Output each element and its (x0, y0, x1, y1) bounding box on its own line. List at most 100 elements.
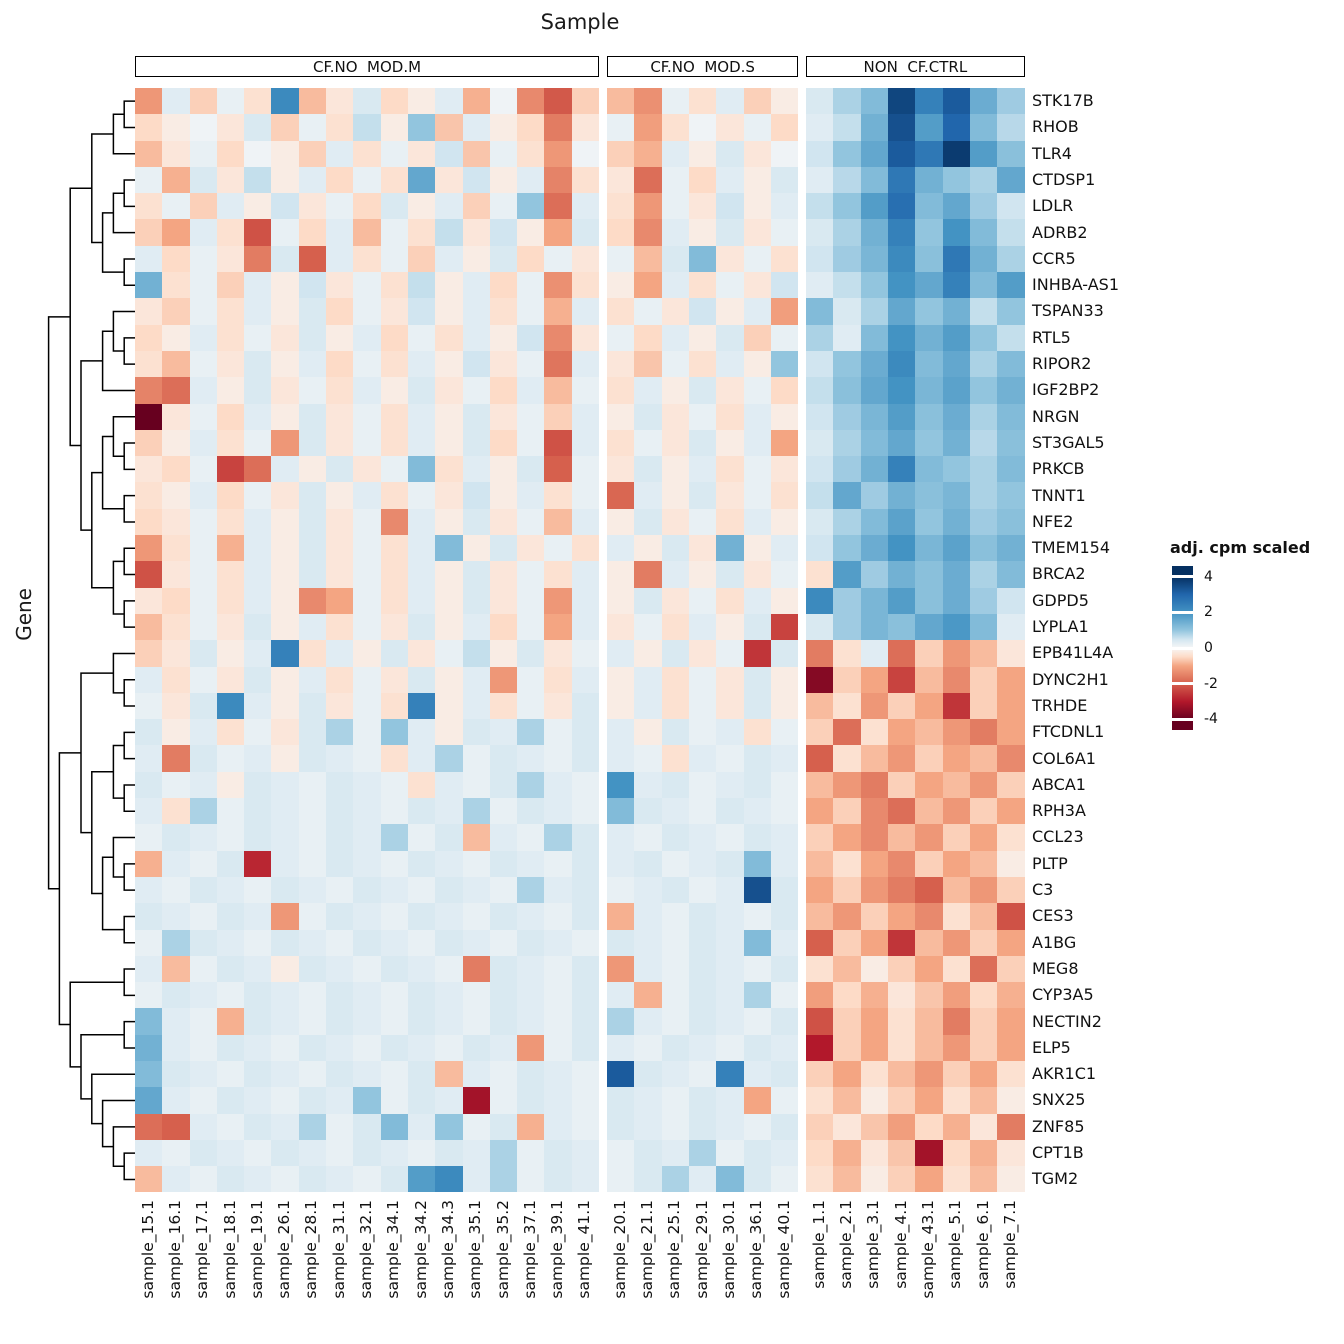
heatmap-cell (688, 613, 717, 641)
heatmap-cell (544, 1060, 572, 1088)
heatmap-cell (353, 429, 381, 457)
heatmap-cell (770, 1139, 799, 1167)
heatmap-cell (353, 193, 381, 220)
heatmap-cell (407, 824, 436, 851)
heatmap-cell (544, 114, 572, 141)
heatmap-cell (915, 324, 943, 351)
heatmap-cell (135, 876, 163, 904)
heatmap-cell (661, 666, 689, 693)
heatmap-cell (915, 1034, 943, 1061)
heatmap-cell (353, 798, 381, 825)
heatmap-cell (888, 1166, 916, 1193)
heatmap-cell (489, 140, 518, 167)
heatmap-cell (661, 350, 689, 378)
heatmap-cell (571, 850, 600, 877)
heatmap-cell (743, 1008, 771, 1035)
heatmap-cell (135, 850, 163, 877)
heatmap-cell (462, 456, 490, 483)
heatmap-panel (806, 88, 1025, 1193)
heatmap-cell (189, 745, 217, 772)
heatmap-cell (942, 114, 970, 141)
heatmap-cell (544, 88, 572, 115)
heatmap-cell (298, 272, 327, 299)
heatmap-cell (833, 219, 861, 246)
heatmap-cell (634, 561, 662, 588)
heatmap-cell (607, 1034, 635, 1061)
heatmap-cell (544, 1139, 572, 1167)
heatmap-cell (607, 798, 635, 825)
heatmap-cell (162, 508, 190, 536)
heatmap-cell (634, 377, 662, 404)
heatmap-cell (833, 1034, 861, 1061)
row-label: TGM2 (1032, 1169, 1079, 1189)
heatmap-cell (688, 824, 717, 851)
heatmap-cell (489, 1060, 518, 1088)
heatmap-cell (135, 1087, 163, 1114)
heatmap-cell (716, 324, 744, 351)
heatmap-cell (607, 482, 635, 509)
heatmap-cell (326, 876, 354, 904)
heatmap-cell (860, 771, 889, 799)
heatmap-cell (661, 1113, 689, 1140)
heatmap-cell (298, 640, 327, 667)
heatmap-cell (571, 272, 600, 299)
heatmap-cell (135, 88, 163, 115)
heatmap-cell (716, 193, 744, 220)
heatmap-cell (743, 166, 771, 194)
heatmap-cell (435, 1034, 463, 1061)
heatmap-cell (407, 508, 436, 536)
heatmap-cell (298, 561, 327, 588)
heatmap-cell (462, 1060, 490, 1088)
heatmap-cell (135, 350, 163, 378)
heatmap-cell (353, 640, 381, 667)
heatmap-cell (571, 482, 600, 509)
heatmap-cell (915, 482, 943, 509)
heatmap-cell (435, 166, 463, 194)
heatmap-cell (770, 377, 799, 404)
column-label: sample_18.1 (220, 1200, 239, 1299)
heatmap-cell (189, 1087, 217, 1114)
heatmap-cell (407, 219, 436, 246)
heatmap-cell (571, 771, 600, 799)
heatmap-cell (244, 1087, 272, 1114)
heatmap-cell (915, 350, 943, 378)
heatmap-cell (326, 771, 354, 799)
column-label: sample_35.2 (493, 1200, 512, 1299)
heatmap-cell (716, 1113, 744, 1140)
heatmap-cell (407, 114, 436, 141)
heatmap-cell (244, 666, 272, 693)
row-label: ELP5 (1032, 1037, 1071, 1057)
heatmap-cell (216, 903, 245, 930)
heatmap-cell (380, 561, 408, 588)
heatmap-cell (833, 272, 861, 299)
heatmap-cell (607, 587, 635, 614)
heatmap-cell (634, 640, 662, 667)
heatmap-cell (380, 640, 408, 667)
heatmap-cell (216, 1087, 245, 1114)
heatmap-cell (915, 1087, 943, 1114)
heatmap-cell (634, 245, 662, 273)
heatmap-cell (860, 377, 889, 404)
heatmap-cell (571, 1087, 600, 1114)
heatmap-cell (833, 140, 861, 167)
heatmap-cell (716, 929, 744, 956)
heatmap-cell (915, 955, 943, 983)
heatmap-cell (380, 166, 408, 194)
heatmap-cell (634, 850, 662, 877)
heatmap-cell (489, 535, 518, 562)
heatmap-cell (607, 298, 635, 325)
heatmap-cell (716, 482, 744, 509)
heatmap-cell (770, 824, 799, 851)
heatmap-cell (326, 745, 354, 772)
legend-tick-mark (1169, 646, 1195, 650)
heatmap-cell (942, 692, 970, 720)
heatmap-cell (435, 876, 463, 904)
heatmap-cell (716, 272, 744, 299)
heatmap-cell (743, 745, 771, 772)
legend-tick-mark (1169, 575, 1195, 579)
heatmap-cell (380, 193, 408, 220)
heatmap-cell (942, 377, 970, 404)
heatmap-cell (661, 824, 689, 851)
heatmap-cell (969, 640, 998, 667)
heatmap-cell (833, 456, 861, 483)
